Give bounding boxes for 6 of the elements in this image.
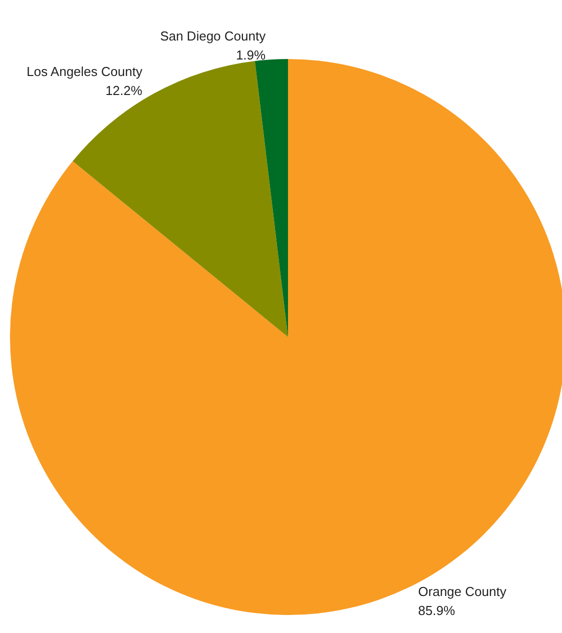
data-label: 12.2% [105, 83, 143, 98]
slice-label: San Diego County [160, 28, 266, 44]
slice-label: Orange County [418, 584, 507, 599]
slice-label: Los Angeles County [26, 64, 143, 80]
data-label: 1.9% [236, 48, 266, 63]
data-label: 85.9% [418, 602, 456, 618]
